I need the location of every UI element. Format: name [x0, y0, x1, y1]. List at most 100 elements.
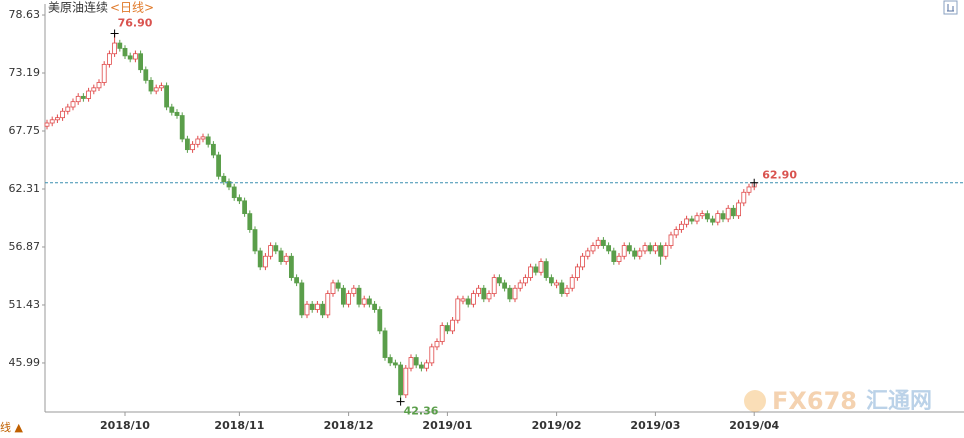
candle-body — [247, 213, 253, 231]
candle-body — [517, 282, 523, 289]
candle-body — [470, 293, 476, 305]
candle-body — [91, 87, 97, 92]
candle-body — [465, 298, 471, 305]
candle-body — [314, 303, 320, 310]
chart-subtitle: <日线> — [110, 1, 154, 15]
candle-body — [715, 213, 721, 223]
candle-body — [429, 346, 435, 364]
candle-body — [174, 111, 180, 116]
candle-body — [653, 245, 658, 252]
x-tick-label: 2019/04 — [729, 419, 779, 432]
watermark-logo — [744, 390, 766, 412]
candle-body — [356, 287, 362, 305]
candle-body — [179, 115, 185, 140]
candle-body — [720, 213, 726, 220]
y-tick-label: 67.75 — [9, 124, 41, 137]
candle-body — [486, 293, 492, 300]
candle-body — [450, 319, 456, 332]
candle-body — [575, 266, 580, 278]
candle-body — [606, 245, 611, 252]
candle-body — [403, 367, 409, 396]
candle-body — [257, 250, 263, 268]
candle-body — [268, 245, 274, 257]
candle-body — [637, 250, 643, 257]
candle-body — [226, 181, 232, 188]
candle-body — [236, 197, 242, 202]
marker — [396, 397, 405, 406]
candle-body — [382, 330, 388, 358]
x-tick-label: 2018/12 — [324, 419, 374, 432]
candle-body — [496, 277, 502, 284]
candle-body — [200, 136, 206, 140]
candle-body — [679, 223, 684, 231]
candle-body — [689, 218, 695, 222]
candle-body — [398, 364, 404, 396]
watermark-brand: FX678 — [772, 387, 857, 415]
candle-body — [346, 293, 352, 305]
candle-body — [252, 229, 258, 252]
candle-body — [325, 293, 331, 316]
x-tick-label: 2019/01 — [422, 419, 472, 432]
candle-body — [190, 143, 196, 151]
candle-body — [528, 266, 533, 278]
chart-title: 美原油连续 — [48, 0, 108, 15]
candle-body — [601, 239, 606, 246]
candle-body — [309, 303, 315, 310]
candle-body — [158, 85, 164, 89]
candle-body — [143, 69, 149, 81]
candle-body — [642, 245, 648, 252]
candle-body — [81, 95, 86, 99]
candle-body — [132, 53, 138, 60]
candle-body — [231, 186, 237, 199]
candle-body — [195, 138, 201, 145]
candle-body — [699, 213, 705, 217]
candle-body — [340, 287, 346, 305]
candle-body — [101, 63, 107, 83]
candle-body — [107, 53, 112, 65]
y-tick-label: 78.63 — [9, 8, 41, 21]
marker — [110, 29, 119, 38]
candle-body — [153, 87, 159, 92]
candle-body — [491, 277, 497, 294]
x-tick-label: 2018/10 — [100, 419, 150, 432]
candle-body — [507, 287, 513, 300]
candle-body — [444, 325, 450, 332]
candle-body — [585, 250, 591, 257]
candle-body — [278, 250, 284, 262]
candle-body — [184, 138, 190, 151]
candle-body — [408, 357, 414, 369]
candle-body — [621, 245, 627, 257]
annotation-label: 62.90 — [762, 169, 797, 182]
candle-body — [595, 239, 601, 246]
candle-body — [335, 282, 341, 289]
candle-body — [523, 277, 528, 284]
candle-body — [559, 282, 565, 294]
candle-body — [148, 79, 154, 92]
candle-body — [70, 101, 76, 108]
candle-body — [242, 200, 248, 215]
candle-body — [169, 106, 175, 113]
annotation-label: 76.90 — [118, 16, 153, 29]
candle-body — [221, 175, 227, 183]
candle-body — [164, 85, 170, 108]
candle-body — [262, 255, 268, 268]
candle-body — [502, 282, 508, 289]
candle-body — [590, 245, 596, 252]
candle-body — [320, 303, 326, 316]
candle-body — [647, 245, 653, 252]
corner-label: 线 ▲ — [0, 420, 23, 434]
candle-body — [684, 218, 689, 225]
candle-body — [554, 282, 559, 286]
candle-body — [351, 287, 357, 294]
candle-body — [731, 207, 736, 217]
candle-body — [481, 287, 487, 300]
candle-body — [538, 261, 544, 273]
candle-body — [543, 261, 549, 278]
candle-body — [580, 255, 585, 268]
candle-body — [746, 186, 752, 193]
candle-body — [611, 250, 617, 262]
candle-body — [632, 250, 637, 257]
toolbar-icon[interactable] — [943, 0, 958, 15]
candle-body — [372, 303, 378, 310]
